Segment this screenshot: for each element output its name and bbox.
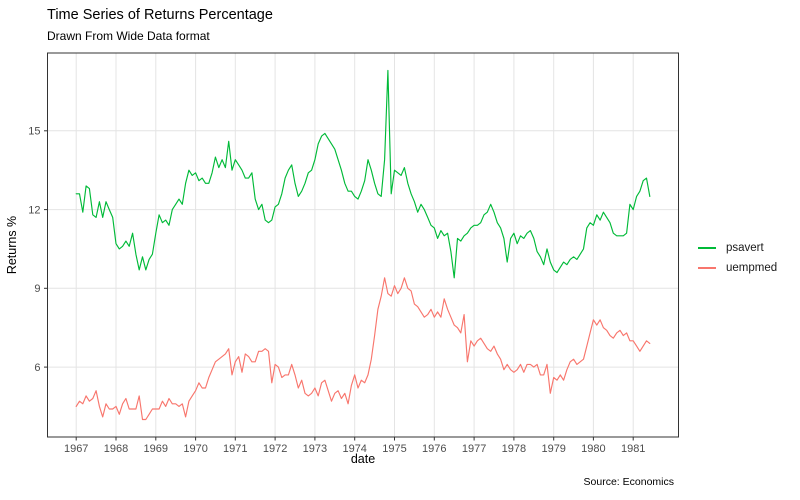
x-tick-label: 1974 (342, 443, 366, 455)
legend-label-psavert: psavert (726, 242, 764, 254)
legend-key-line-uempmed (698, 267, 716, 269)
x-tick-label: 1969 (144, 443, 168, 455)
legend-label-uempmed: uempmed (726, 262, 778, 274)
x-tick-label: 1980 (581, 443, 605, 455)
y-tick-label: 9 (34, 283, 40, 295)
series-line-psavert (75, 69, 651, 279)
x-tick-label: 1970 (183, 443, 207, 455)
x-tick-label: 1976 (422, 443, 446, 455)
panel-border (47, 52, 679, 438)
x-tick-label: 1978 (502, 443, 526, 455)
x-tick-label: 1972 (263, 443, 287, 455)
legend-entry-uempmed: uempmed (698, 258, 777, 278)
y-tick-label: 6 (34, 362, 40, 374)
chart-caption: Source: Economics (583, 476, 674, 488)
series-line-uempmed (75, 277, 651, 421)
x-tick-label: 1967 (64, 443, 88, 455)
y-tick-label: 12 (28, 204, 40, 216)
y-tick-label: 15 (28, 126, 40, 138)
x-tick-label: 1975 (382, 443, 406, 455)
x-axis-title: date (350, 452, 376, 466)
x-tick-label: 1971 (223, 443, 247, 455)
x-tick-label: 1977 (462, 443, 486, 455)
x-tick-label: 1968 (104, 443, 128, 455)
chart-subtitle: Drawn From Wide Data format (47, 29, 210, 43)
chart-title: Time Series of Returns Percentage (47, 7, 273, 23)
legend-entry-psavert: psavert (698, 238, 777, 258)
x-tick-label: 1981 (621, 443, 645, 455)
y-axis-title: Returns % (5, 215, 19, 275)
legend: psavert uempmed (698, 238, 777, 278)
x-tick-label: 1979 (541, 443, 565, 455)
legend-key-line-psavert (698, 247, 716, 249)
x-tick-label: 1973 (303, 443, 327, 455)
